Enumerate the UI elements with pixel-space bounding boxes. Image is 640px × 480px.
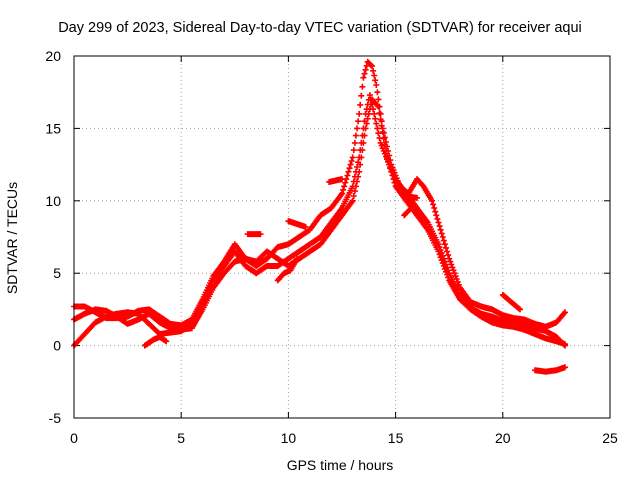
series-track (274, 255, 300, 284)
plot-frame (73, 55, 611, 419)
x-tick-label: 10 (281, 430, 297, 446)
y-tick-label: 15 (45, 120, 61, 136)
x-tick-label: 5 (177, 430, 185, 446)
y-tick-label: 5 (53, 265, 61, 281)
data-point-markers (326, 176, 345, 185)
data-point-markers (244, 231, 264, 238)
data-point-markers (71, 58, 568, 330)
plot-area (71, 58, 568, 375)
data-point-markers (285, 218, 309, 230)
data-point-markers (499, 291, 523, 313)
series-track (71, 58, 568, 330)
data-point-markers (401, 203, 416, 219)
axis-ticks: 0 5 10 15 20 25 -5 0 5 10 15 20 (45, 48, 618, 446)
series-track (401, 203, 416, 219)
grid-lines (74, 56, 610, 418)
x-axis-label: GPS time / hours (286, 457, 394, 473)
series-track (326, 176, 345, 185)
series-track (285, 218, 309, 230)
x-tick-label: 25 (602, 430, 618, 446)
y-axis-label: SDTVAR / TECUs (4, 181, 20, 295)
x-tick-label: 15 (388, 430, 404, 446)
y-tick-label: -5 (49, 410, 62, 426)
y-tick-label: 20 (45, 48, 61, 64)
series-track (532, 364, 568, 375)
series-track (141, 333, 170, 349)
x-tick-label: 20 (495, 430, 511, 446)
series-track (399, 190, 420, 201)
chart-title: Day 299 of 2023, Sidereal Day-to-day VTE… (58, 20, 582, 36)
series-track (244, 231, 264, 238)
series-track (499, 291, 523, 313)
data-point-markers (274, 255, 300, 284)
x-tick-label: 0 (70, 430, 78, 446)
data-point-markers (532, 364, 568, 375)
y-tick-label: 10 (45, 193, 61, 209)
y-tick-label: 0 (53, 338, 61, 354)
data-point-markers (399, 190, 420, 201)
data-point-markers (141, 333, 170, 349)
